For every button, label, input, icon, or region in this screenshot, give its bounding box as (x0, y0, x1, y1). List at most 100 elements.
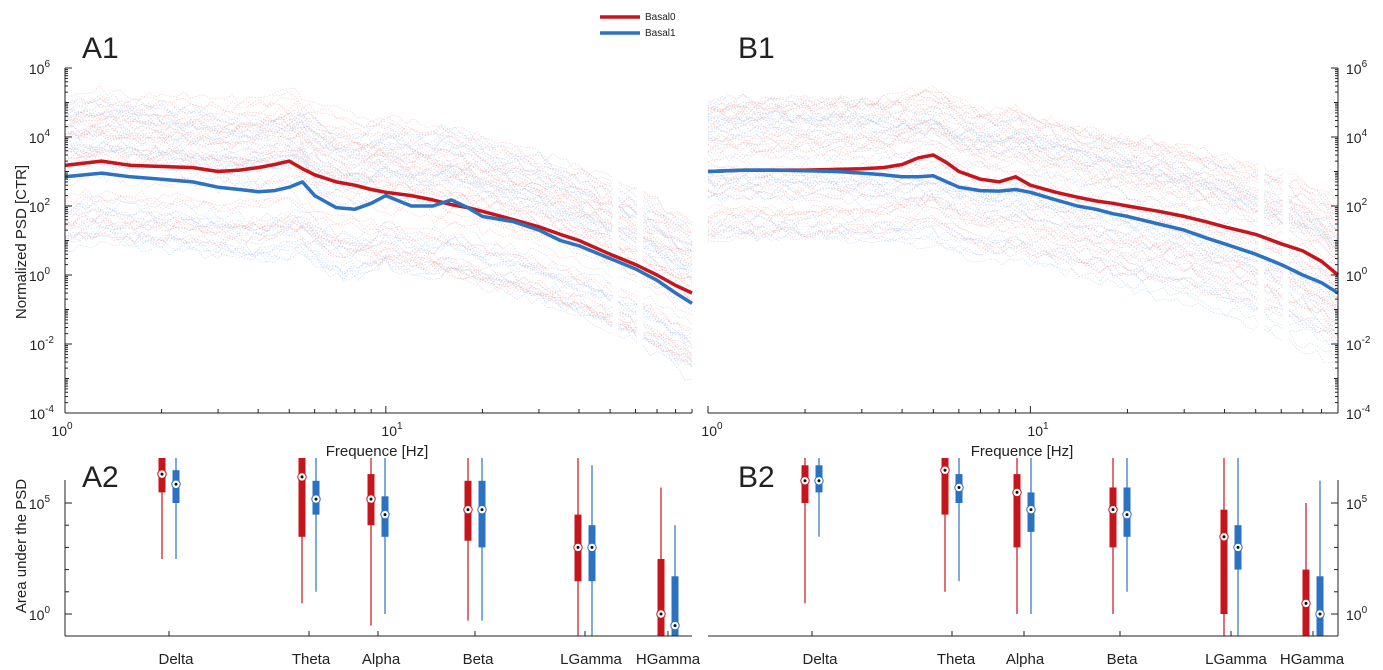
individual-trace (707, 127, 1339, 262)
individual-trace (64, 219, 693, 357)
box-median-dot (383, 513, 387, 517)
individual-trace (707, 174, 1339, 290)
box-iqr (657, 559, 665, 636)
individual-trace (707, 196, 1339, 312)
individual-trace (64, 158, 693, 279)
individual-trace (64, 231, 693, 368)
legend-label-basal1: Basal1 (645, 28, 676, 39)
individual-trace (707, 112, 1339, 247)
individual-trace (64, 129, 693, 271)
box-iqr (298, 458, 306, 537)
individual-trace (707, 151, 1339, 271)
individual-trace (64, 171, 693, 315)
individual-trace (707, 174, 1339, 308)
individual-trace (707, 166, 1339, 298)
individual-trace (64, 110, 693, 246)
individual-trace (64, 111, 693, 253)
individual-trace (707, 192, 1339, 315)
individual-trace (64, 91, 693, 224)
box-median-dot (1318, 612, 1322, 616)
box-median-dot (369, 497, 373, 501)
legend-label-basal0: Basal0 (645, 12, 676, 23)
y-tick-label: 105 (29, 494, 51, 512)
individual-trace (707, 129, 1339, 253)
individual-trace (707, 195, 1339, 308)
individual-trace (64, 97, 693, 237)
y-tick-label: 106 (29, 59, 51, 77)
category-label: Beta (463, 651, 495, 668)
area-y-axis-label: Area under the PSD (13, 479, 30, 613)
individual-trace (707, 96, 1339, 232)
individual-trace (64, 215, 693, 363)
individual-trace (64, 195, 693, 325)
b2-category-labels: Delta Theta Alpha Beta LGamma HGamma (802, 651, 1344, 668)
individual-trace (707, 118, 1339, 236)
y-tick-label: 10-2 (30, 335, 55, 353)
a1-y-tick-labels: 106 104 102 100 10-2 10-4 (29, 59, 55, 422)
series-line-basal1 (707, 168, 1339, 295)
individual-trace (707, 105, 1339, 248)
category-label: Delta (802, 651, 838, 668)
a1-x-axis-label: Frequence [Hz] (326, 443, 429, 460)
individual-trace (64, 144, 693, 282)
individual-trace (64, 213, 693, 363)
individual-trace (707, 102, 1339, 229)
category-label: Alpha (1006, 651, 1045, 668)
individual-trace (707, 159, 1338, 275)
individual-trace (707, 225, 1339, 361)
y-tick-label: 100 (1346, 266, 1368, 284)
individual-trace (707, 228, 1339, 366)
y-tick-label: 100 (1346, 605, 1368, 623)
b1-y-tick-labels: 106 104 102 100 10-2 10-4 (1346, 59, 1371, 422)
box-median-dot (314, 497, 318, 501)
individual-trace (64, 141, 693, 268)
box-iqr (1316, 576, 1324, 636)
box-median-dot (1222, 535, 1226, 539)
psd-x-tick-labels: 100 101 100 101 (51, 421, 1049, 439)
area-y-tick-labels: 105 100 105 100 (29, 494, 1368, 623)
category-label: Alpha (362, 651, 401, 668)
x-tick-label: 100 (701, 421, 723, 439)
individual-trace (707, 105, 1339, 239)
panel-label-a1: A1 (82, 32, 119, 65)
individual-trace (64, 114, 693, 247)
individual-trace (64, 131, 693, 279)
individual-trace (64, 208, 693, 356)
box-iqr (1109, 487, 1117, 548)
box-median-dot (673, 624, 677, 628)
individual-trace (707, 192, 1339, 332)
category-label: Theta (292, 651, 331, 668)
box-median-dot (174, 482, 178, 486)
individual-trace (64, 146, 693, 272)
mean-traces (64, 153, 1340, 305)
individual-trace (64, 121, 693, 252)
box-median-dot (1015, 490, 1019, 494)
individual-trace (707, 183, 1339, 317)
individual-trace (707, 168, 1339, 299)
category-label: Theta (937, 651, 976, 668)
box-median-dot (817, 479, 821, 483)
individual-trace (64, 215, 693, 346)
individual-trace (64, 206, 693, 340)
individual-trace (64, 107, 693, 260)
box-median-dot (1236, 545, 1240, 549)
box-median-dot (1125, 513, 1129, 517)
category-label: HGamma (1280, 651, 1345, 668)
x-tick-label: 101 (1027, 421, 1049, 439)
individual-trace (707, 127, 1339, 250)
y-tick-label: 102 (29, 197, 51, 215)
box-median-dot (1304, 601, 1308, 605)
individual-trace (707, 193, 1339, 322)
individual-trace (64, 124, 693, 251)
individual-trace (64, 199, 693, 349)
individual-trace (707, 173, 1339, 289)
individual-trace (707, 111, 1339, 248)
individual-trace (707, 214, 1339, 342)
y-tick-label: 100 (29, 266, 51, 284)
box-median-dot (160, 472, 164, 476)
y-tick-label: 10-4 (1346, 404, 1371, 422)
a2-category-labels: Delta Theta Alpha Beta LGamma HGamma (158, 651, 700, 668)
individual-trace (707, 149, 1339, 285)
x-tick-label: 101 (381, 421, 403, 439)
box-median-dot (957, 485, 961, 489)
